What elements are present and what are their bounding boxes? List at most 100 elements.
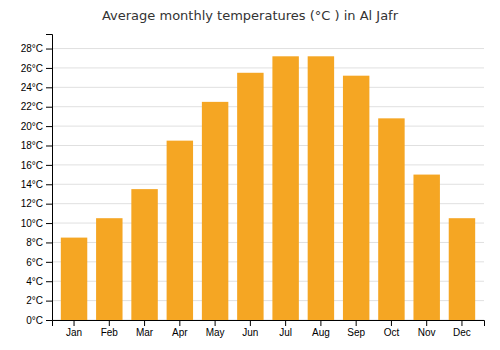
- tick: Dec: [453, 320, 471, 338]
- plot: Jan Feb Mar Apr May Jun Jul Aug Sep Oct Nov Dec 0°C 2…: [21, 35, 485, 339]
- tick-mark: [46, 126, 52, 127]
- tick-label: 28°C: [21, 43, 43, 54]
- tick-mark: [46, 49, 52, 50]
- bar: [308, 56, 334, 320]
- tick-mark: [46, 262, 52, 263]
- tick-mark: [426, 320, 427, 326]
- axis-line: [46, 35, 53, 321]
- tick: 26°C: [21, 63, 52, 74]
- tick: Jan: [66, 320, 82, 338]
- tick-label: Oct: [384, 327, 400, 338]
- tick: 12°C: [21, 198, 52, 209]
- bars: [61, 56, 475, 320]
- tick-label: 2°C: [26, 295, 43, 306]
- tick-mark: [46, 145, 52, 146]
- tick-mark: [356, 320, 357, 326]
- bar: [237, 73, 263, 320]
- tick-mark: [46, 301, 52, 302]
- tick-mark: [46, 68, 52, 69]
- tick-mark: [250, 320, 251, 326]
- grid-line: [52, 106, 484, 107]
- tick: 20°C: [21, 121, 52, 132]
- tick-label: 10°C: [21, 218, 43, 229]
- y-axis: 0°C 2°C 4°C 6°C 8°C 10°C 12°C 14°C 16°C 18°C 20°C 2…: [21, 35, 53, 326]
- bar: [96, 218, 122, 320]
- tick-mark: [46, 223, 52, 224]
- tick: Oct: [384, 320, 400, 338]
- tick: Jul: [279, 320, 292, 338]
- tick: Nov: [418, 320, 436, 338]
- tick-mark: [215, 320, 216, 326]
- tick-mark: [46, 242, 52, 243]
- tick: 10°C: [21, 218, 52, 229]
- tick-label: 26°C: [21, 63, 43, 74]
- tick: Sep: [347, 320, 365, 338]
- tick-mark: [46, 107, 52, 108]
- tick-mark: [46, 281, 52, 282]
- tick: Apr: [172, 320, 188, 338]
- tick: 16°C: [21, 160, 52, 171]
- grid-line: [52, 67, 484, 68]
- tick-mark: [179, 320, 180, 326]
- bar: [167, 141, 193, 320]
- tick: 8°C: [26, 237, 52, 248]
- tick-label: 14°C: [21, 179, 43, 190]
- tick-label: 24°C: [21, 82, 43, 93]
- tick-mark: [46, 204, 52, 205]
- tick-mark: [285, 320, 286, 326]
- tick: Jun: [242, 320, 258, 338]
- tick-mark: [109, 320, 110, 326]
- bar: [413, 175, 439, 320]
- grid-line: [52, 164, 484, 165]
- bar: [449, 218, 475, 320]
- grid-line: [52, 145, 484, 146]
- tick-label: May: [206, 327, 225, 338]
- tick: 22°C: [21, 101, 52, 112]
- tick-label: 4°C: [26, 276, 43, 287]
- tick: Mar: [136, 320, 154, 338]
- tick: Aug: [312, 320, 330, 338]
- tick-mark: [391, 320, 392, 326]
- tick-label: 20°C: [21, 121, 43, 132]
- tick-mark: [320, 320, 321, 326]
- tick-label: 16°C: [21, 160, 43, 171]
- tick: 4°C: [26, 276, 52, 287]
- axis-line: [53, 321, 485, 327]
- bar: [272, 56, 298, 320]
- tick-label: 0°C: [26, 315, 43, 326]
- tick-mark: [461, 320, 462, 326]
- tick: 24°C: [21, 82, 52, 93]
- tick-mark: [46, 320, 52, 321]
- tick: 14°C: [21, 179, 52, 190]
- tick-label: Feb: [101, 327, 119, 338]
- x-axis: Jan Feb Mar Apr May Jun Jul Aug Sep Oct Nov Dec: [53, 320, 485, 338]
- tick: 0°C: [26, 315, 52, 326]
- tick-label: Jul: [279, 327, 292, 338]
- tick-label: Dec: [453, 327, 471, 338]
- tick: Feb: [101, 320, 119, 338]
- tick-label: 8°C: [26, 237, 43, 248]
- tick: 28°C: [21, 43, 52, 54]
- tick-label: Jun: [242, 327, 258, 338]
- grid-line: [52, 126, 484, 127]
- grid-line: [52, 48, 484, 49]
- tick-label: 18°C: [21, 140, 43, 151]
- grid-line: [52, 87, 484, 88]
- tick-label: 12°C: [21, 198, 43, 209]
- tick-label: Jan: [66, 327, 82, 338]
- tick-label: Mar: [136, 327, 154, 338]
- tick-mark: [46, 165, 52, 166]
- tick: 2°C: [26, 295, 52, 306]
- tick: 18°C: [21, 140, 52, 151]
- tick-label: Aug: [312, 327, 330, 338]
- tick-label: 6°C: [26, 257, 43, 268]
- chart: Average monthly temperatures (°C ) in Al…: [0, 0, 500, 350]
- tick-mark: [74, 320, 75, 326]
- grid: [52, 49, 484, 320]
- tick-label: 22°C: [21, 101, 43, 112]
- tick: May: [206, 320, 225, 338]
- tick-label: Apr: [172, 327, 188, 338]
- bar: [61, 238, 87, 320]
- bar: [343, 76, 369, 320]
- tick-mark: [46, 87, 52, 88]
